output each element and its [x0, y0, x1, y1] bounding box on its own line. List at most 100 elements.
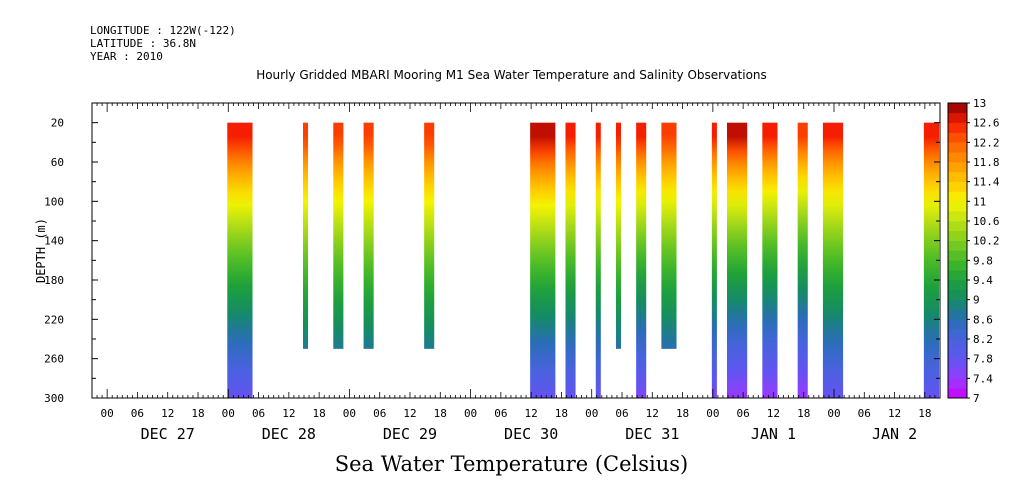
- colorbar-swatch: [948, 152, 967, 163]
- colorbar-swatch: [948, 280, 967, 291]
- colorbar-label: 8.6: [973, 313, 993, 326]
- profile-bar: [363, 122, 374, 349]
- chart-title: Hourly Gridded MBARI Mooring M1 Sea Wate…: [0, 68, 1009, 82]
- colorbar-label: 10.6: [973, 215, 1000, 228]
- colorbar-swatch: [948, 230, 967, 241]
- profile-bar: [661, 122, 677, 349]
- colorbar-label: 10.2: [973, 235, 1000, 248]
- variable-label: Sea Water Temperature (Celsius): [0, 452, 1009, 476]
- colorbar-label: 11.8: [973, 156, 1000, 169]
- colorbar-swatch: [948, 319, 967, 330]
- colorbar-swatch: [948, 368, 967, 379]
- y-tick-label: 220: [44, 313, 64, 326]
- x-hour-label: 18: [797, 407, 810, 420]
- colorbar-label: 7.8: [973, 353, 993, 366]
- x-day-label: DEC 28: [262, 425, 316, 443]
- latitude-label: LATITUDE : 36.8N: [90, 37, 196, 50]
- x-day-label: DEC 27: [141, 425, 195, 443]
- x-day-label: JAN 1: [751, 425, 796, 443]
- x-hour-label: 06: [373, 407, 386, 420]
- profile-bar: [303, 122, 309, 349]
- profile-bar: [797, 122, 808, 399]
- x-day-label: DEC 29: [383, 425, 437, 443]
- y-axis-label: DEPTH (m): [34, 218, 48, 283]
- x-hour-label: 18: [918, 407, 931, 420]
- colorbar-swatch: [948, 122, 967, 133]
- colorbar-swatch: [948, 339, 967, 350]
- x-hour-label: 12: [646, 407, 659, 420]
- profile-bar: [822, 122, 844, 399]
- year-label: YEAR : 2010: [90, 50, 163, 63]
- x-day-label: DEC 31: [625, 425, 679, 443]
- y-tick-label: 180: [44, 274, 64, 287]
- colorbar-swatch: [948, 201, 967, 212]
- colorbar-swatch: [948, 221, 967, 232]
- x-hour-label: 12: [888, 407, 901, 420]
- colorbar-swatch: [948, 171, 967, 182]
- profile-bar: [227, 122, 253, 399]
- x-hour-label: 12: [282, 407, 295, 420]
- colorbar-swatch: [948, 181, 967, 192]
- colorbar-swatch: [948, 162, 967, 173]
- chart-title-text: Hourly Gridded MBARI Mooring M1 Sea Wate…: [256, 68, 767, 82]
- x-hour-label: 06: [737, 407, 750, 420]
- longitude-label: LONGITUDE : 122W(-122): [90, 24, 236, 37]
- colorbar-swatch: [948, 358, 967, 369]
- y-tick-label: 300: [44, 392, 64, 405]
- colorbar-label: 8.2: [973, 333, 993, 346]
- profile-bar: [636, 122, 647, 399]
- x-hour-label: 12: [161, 407, 174, 420]
- profile-bar: [762, 122, 778, 399]
- colorbar-swatch: [948, 329, 967, 340]
- colorbar-label: 12.2: [973, 136, 1000, 149]
- colorbar-swatch: [948, 250, 967, 261]
- profile-bar: [923, 122, 939, 399]
- colorbar-swatch: [948, 132, 967, 143]
- x-day-label: JAN 2: [872, 425, 917, 443]
- profile-bar: [530, 122, 556, 399]
- colorbar-label: 9.4: [973, 274, 993, 287]
- y-tick-label: 100: [44, 195, 64, 208]
- colorbar-swatch: [948, 103, 967, 114]
- x-day-label: DEC 30: [504, 425, 558, 443]
- colorbar-label: 7.4: [973, 372, 993, 385]
- x-hour-label: 06: [252, 407, 265, 420]
- colorbar-swatch: [948, 289, 967, 300]
- x-hour-label: 12: [767, 407, 780, 420]
- colorbar-swatch: [948, 142, 967, 153]
- profile-bar: [727, 122, 748, 399]
- x-hour-label: 06: [615, 407, 628, 420]
- x-hour-label: 12: [525, 407, 538, 420]
- x-hour-label: 00: [101, 407, 114, 420]
- x-hour-label: 06: [858, 407, 871, 420]
- colorbar-label: 11.4: [973, 176, 1000, 189]
- y-tick-label: 140: [44, 235, 64, 248]
- x-hour-label: 18: [191, 407, 204, 420]
- x-hour-label: 18: [313, 407, 326, 420]
- x-hour-label: 12: [403, 407, 416, 420]
- colorbar-swatch: [948, 388, 967, 399]
- colorbar-swatch: [948, 191, 967, 202]
- colorbar-label: 12.6: [973, 117, 1000, 130]
- x-hour-label: 18: [676, 407, 689, 420]
- profiles-layer: [227, 122, 939, 399]
- colorbar-label: 11: [973, 195, 986, 208]
- x-hour-label: 06: [494, 407, 507, 420]
- profile-bar: [711, 122, 717, 399]
- profile-bar: [565, 122, 576, 399]
- colorbar-swatch: [948, 260, 967, 271]
- colorbar: 13 12.6 12.2 11.8 11.4 11 10.6 10.2 9.8 9.4 9 8.6 8.…: [947, 97, 1000, 405]
- colorbar-swatch: [948, 378, 967, 389]
- colorbar-swatch: [948, 240, 967, 251]
- colorbar-swatch: [948, 299, 967, 310]
- axes-layer: 20 60 100 140 180 220 260 300 DEPTH (m) 00 06 12 18 0…: [34, 102, 941, 443]
- x-hour-label: 00: [827, 407, 840, 420]
- colorbar-label: 9.8: [973, 254, 993, 267]
- colorbar-swatch: [948, 309, 967, 320]
- colorbar-label: 9: [973, 294, 980, 307]
- profile-bar: [424, 122, 435, 349]
- colorbar-swatch: [948, 348, 967, 359]
- variable-label-text: Sea Water Temperature (Celsius): [334, 452, 689, 476]
- profile-bar: [595, 122, 601, 399]
- x-hour-label: 00: [585, 407, 598, 420]
